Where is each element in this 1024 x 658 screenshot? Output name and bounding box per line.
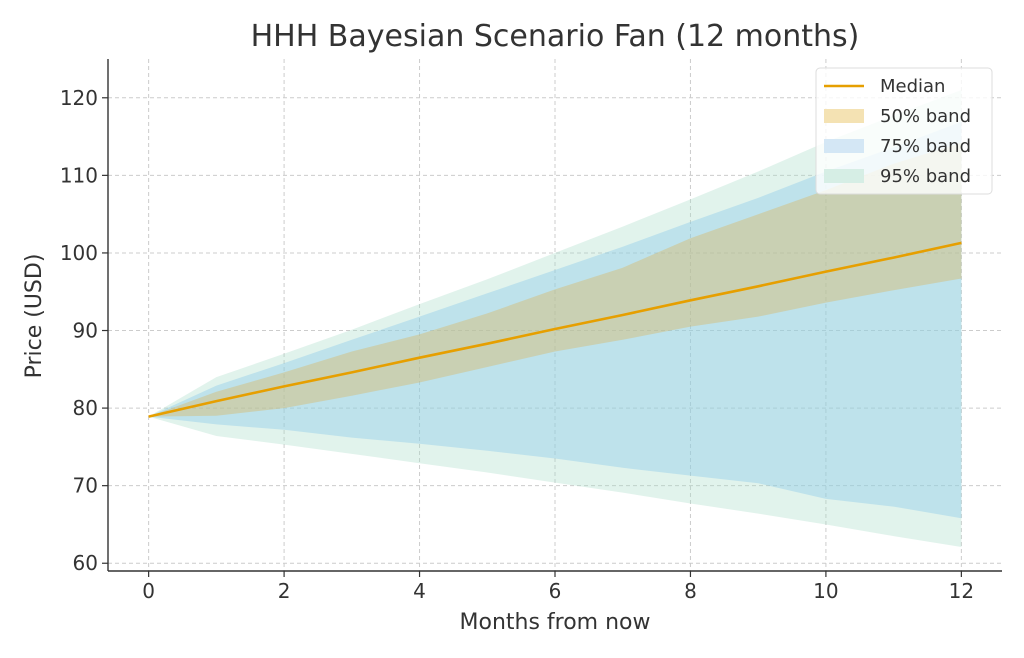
median-line bbox=[148, 241, 962, 418]
legend-label: 95% band bbox=[880, 166, 971, 187]
x-tick-label: 12 bbox=[949, 579, 974, 603]
x-axis-label: Months from now bbox=[460, 610, 651, 635]
legend-label: 75% band bbox=[880, 136, 971, 157]
band-95 bbox=[148, 90, 962, 547]
x-tick-label: 8 bbox=[684, 579, 697, 603]
y-tick-label: 60 bbox=[73, 551, 98, 575]
x-tick-label: 10 bbox=[813, 579, 838, 603]
y-axis-label: Price (USD) bbox=[22, 254, 47, 379]
legend: Median 50% band 75% band 95% band bbox=[815, 67, 993, 195]
x-tick-label: 6 bbox=[549, 579, 562, 603]
x-tick-label: 0 bbox=[142, 579, 155, 603]
legend-swatch-band bbox=[824, 109, 864, 123]
ticks: 0 2 4 6 8 10 12 60 70 80 90 100 110 120 bbox=[60, 86, 974, 603]
y-tick-label: 70 bbox=[73, 474, 98, 498]
y-tick-label: 110 bbox=[60, 163, 98, 187]
band-75 bbox=[148, 121, 962, 519]
y-tick-label: 100 bbox=[60, 241, 98, 265]
median-series bbox=[148, 241, 962, 418]
legend-swatch-band bbox=[824, 139, 864, 153]
y-tick-label: 120 bbox=[60, 86, 98, 110]
y-tick-label: 80 bbox=[73, 396, 98, 420]
y-tick-label: 90 bbox=[73, 319, 98, 343]
legend-swatch-band bbox=[824, 169, 864, 183]
legend-label: 50% band bbox=[880, 106, 971, 127]
x-tick-label: 4 bbox=[413, 579, 426, 603]
chart-title: HHH Bayesian Scenario Fan (12 months) bbox=[251, 19, 860, 54]
legend-label: Median bbox=[880, 76, 945, 97]
x-tick-label: 2 bbox=[278, 579, 291, 603]
legend-box bbox=[815, 67, 993, 195]
